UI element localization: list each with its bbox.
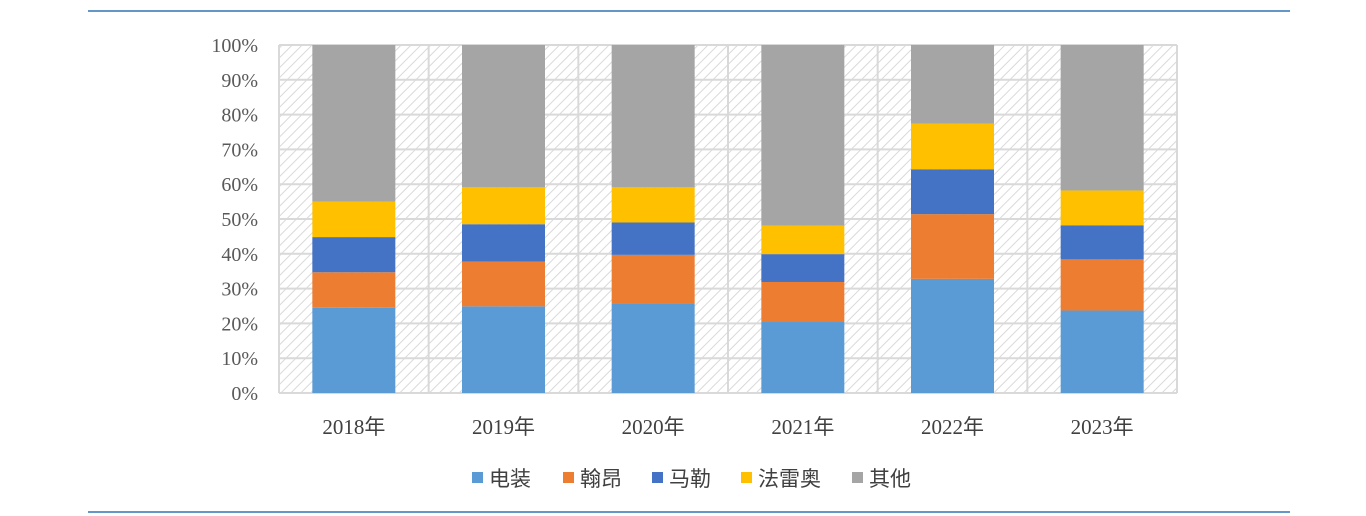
bar-segment [761, 322, 845, 393]
bar-segment [911, 278, 994, 393]
bar-segment [462, 45, 545, 188]
bar-segment [761, 281, 845, 323]
bar-segment [1060, 45, 1144, 191]
legend-label: 其他 [869, 467, 911, 491]
bar-segment [911, 169, 994, 215]
y-tick-label: 90% [221, 70, 258, 92]
y-tick-label: 50% [221, 209, 258, 231]
bar-segment [611, 45, 695, 188]
x-tick-label: 2021年 [771, 415, 834, 439]
legend-swatch [472, 472, 483, 483]
legend-label: 翰昂 [580, 467, 622, 491]
bar-segment [462, 224, 545, 262]
y-tick-label: 70% [221, 139, 258, 161]
bar-segment [312, 237, 396, 273]
bar-segment [761, 225, 845, 255]
legend: 电装 翰昂 马勒 法雷奥 其他 [472, 467, 911, 491]
bar-segment [312, 272, 396, 308]
bars [312, 45, 1144, 393]
x-axis-ticks: 2018年 2019年 2020年 2021年 2022年 2023年 [322, 415, 1133, 439]
bar-segment [1060, 225, 1144, 260]
legend-swatch [563, 472, 574, 483]
y-tick-label: 20% [221, 313, 258, 335]
bar-segment [462, 187, 545, 225]
bar-segment [1060, 310, 1144, 393]
y-tick-label: 60% [221, 174, 258, 196]
bar-segment [911, 45, 994, 124]
bar-segment [462, 306, 545, 393]
bar-segment [611, 222, 695, 255]
x-tick-label: 2023年 [1071, 415, 1134, 439]
bar-segment [1060, 259, 1144, 311]
bar-segment [911, 214, 994, 279]
y-tick-label: 10% [221, 348, 258, 370]
bar-segment [611, 254, 695, 304]
bar-segment [462, 261, 545, 307]
y-tick-label: 30% [221, 279, 258, 301]
bar-segment [312, 201, 396, 238]
y-tick-label: 40% [221, 244, 258, 266]
y-tick-label: 80% [221, 105, 258, 127]
legend-swatch [652, 472, 663, 483]
bar-segment [611, 303, 695, 393]
y-tick-label: 100% [211, 35, 258, 57]
gridlines [278, 44, 1178, 394]
bar-segment [761, 254, 845, 282]
legend-swatch [852, 472, 863, 483]
y-tick-label: 0% [231, 383, 258, 405]
legend-label: 法雷奥 [758, 467, 821, 491]
bar-segment [312, 45, 396, 202]
bar-segment [911, 123, 994, 170]
y-axis-ticks: 0% 10% 20% 30% 40% 50% 60% 70% 80% 90% 100% [211, 35, 258, 405]
bar-segment [761, 45, 845, 226]
x-tick-label: 2019年 [472, 415, 535, 439]
bar-segment [1060, 190, 1144, 226]
legend-label: 电装 [489, 467, 531, 491]
x-tick-label: 2022年 [921, 415, 984, 439]
x-tick-label: 2020年 [622, 415, 685, 439]
bar-segment [312, 307, 396, 393]
bar-segment [611, 187, 695, 223]
legend-label: 马勒 [669, 467, 711, 491]
legend-swatch [741, 472, 752, 483]
x-tick-label: 2018年 [322, 415, 385, 439]
